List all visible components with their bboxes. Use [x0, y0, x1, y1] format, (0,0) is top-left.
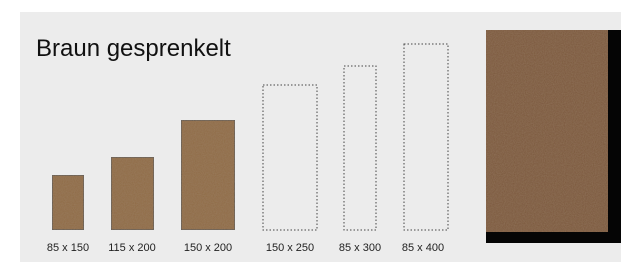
size-label: 85 x 150: [47, 242, 89, 254]
size-swatch: [52, 175, 84, 230]
material-photo: [486, 30, 608, 232]
size-label: 85 x 400: [402, 242, 444, 254]
size-label: 85 x 300: [339, 242, 381, 254]
size-label: 115 x 200: [108, 242, 156, 254]
swatch-panel: Braun gesprenkelt 85 x 150 115 x 200 150…: [0, 0, 621, 274]
page: {"title": "Braun gesprenkelt", "sizes": …: [0, 0, 621, 274]
size-label: 150 x 250: [266, 242, 314, 254]
title: Braun gesprenkelt: [36, 35, 231, 62]
size-swatch: [181, 120, 235, 230]
size-swatch: [111, 157, 154, 230]
size-label: 150 x 200: [184, 242, 232, 254]
